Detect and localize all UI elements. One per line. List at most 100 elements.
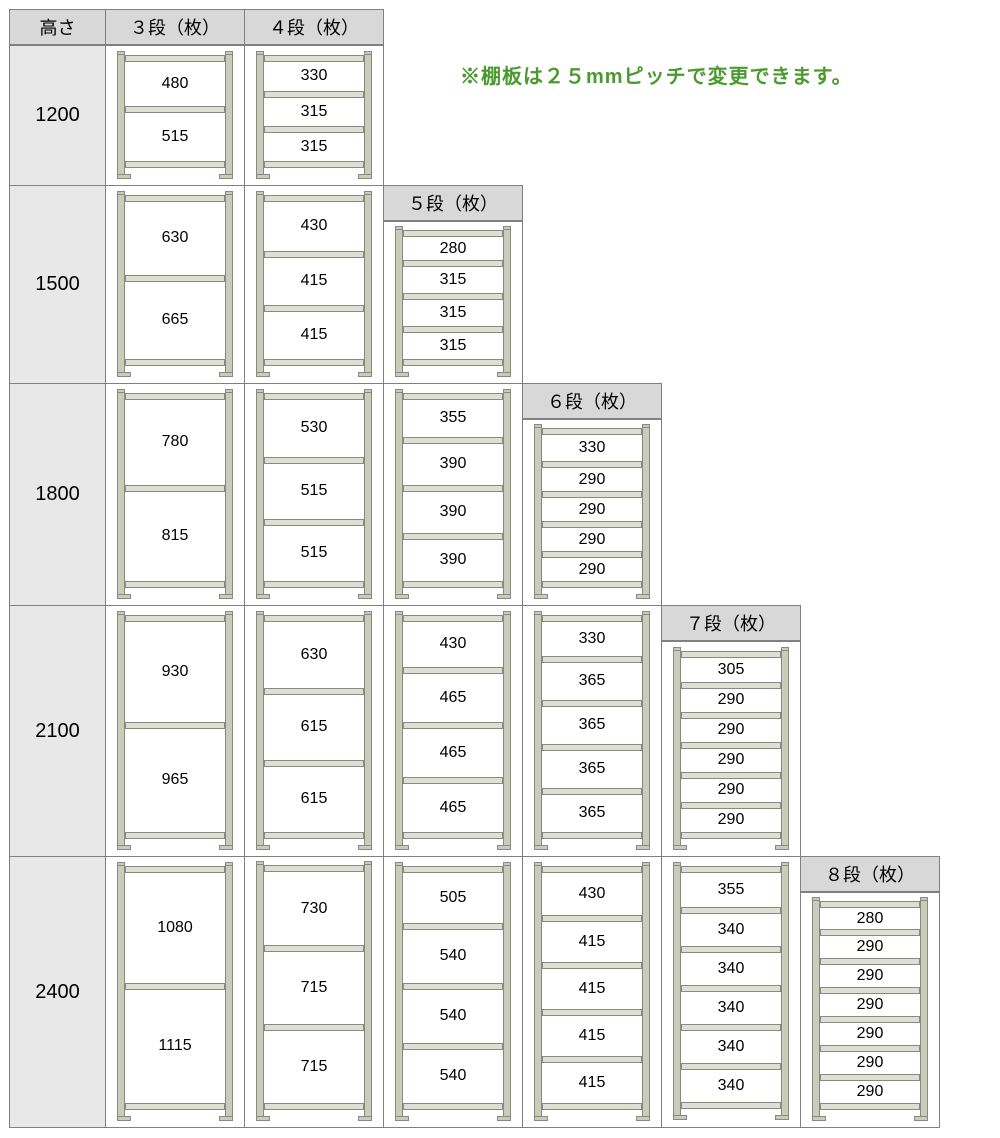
tier-header-7: ７段（枚） xyxy=(661,605,801,641)
shelf-gap-value: 480 xyxy=(125,62,225,106)
shelf-gap-value: 415 xyxy=(542,922,642,962)
shelf-1800-5: 355 390 390 390 xyxy=(383,383,523,606)
shelf-gap-value: 540 xyxy=(403,930,503,983)
shelf-gap-value: 390 xyxy=(403,444,503,485)
shelf-gap-value: 330 xyxy=(542,435,642,461)
shelf-gap-value: 340 xyxy=(681,914,781,946)
shelf-gap-value: 505 xyxy=(403,873,503,923)
shelf-2400-5: 505 540 540 540 xyxy=(383,856,523,1128)
shelf-2100-7: 305290290290290290 xyxy=(661,641,801,857)
tier-header-4: ４段（枚） xyxy=(244,9,384,45)
shelf-gap-value: 365 xyxy=(542,663,642,700)
shelf-gap-value: 390 xyxy=(403,492,503,533)
shelf-gap-value: 340 xyxy=(681,1070,781,1102)
shelf-gap-value: 630 xyxy=(125,202,225,275)
shelf-gap-value: 365 xyxy=(542,795,642,832)
shelf-gap-value: 340 xyxy=(681,992,781,1024)
shelf-gap-value: 355 xyxy=(681,873,781,907)
shelf-gap-value: 1115 xyxy=(125,990,225,1103)
shelf-2100-5: 430 465 465 465 xyxy=(383,605,523,857)
shelf-gap-value: 315 xyxy=(403,333,503,359)
shelf-gap-value: 430 xyxy=(403,622,503,667)
shelf-gap-value: 415 xyxy=(542,969,642,1009)
shelf-gap-value: 280 xyxy=(820,908,920,929)
shelf-2100-6: 330365365365365 xyxy=(522,605,662,857)
height-label-2100: 2100 xyxy=(9,605,106,857)
shelf-gap-value: 930 xyxy=(125,622,225,722)
shelf-gap-value: 530 xyxy=(264,400,364,457)
shelf-1800-4: 530 515 515 xyxy=(244,383,384,606)
shelf-gap-value: 315 xyxy=(264,98,364,126)
shelf-gap-value: 280 xyxy=(403,237,503,260)
height-header: 高さ xyxy=(9,9,106,45)
shelf-gap-value: 415 xyxy=(542,1063,642,1103)
shelf-gap-value: 390 xyxy=(403,540,503,581)
shelf-gap-value: 365 xyxy=(542,751,642,788)
shelf-gap-value: 630 xyxy=(264,622,364,688)
shelf-gap-value: 465 xyxy=(403,674,503,722)
shelf-gap-value: 515 xyxy=(125,113,225,161)
shelf-gap-value: 540 xyxy=(403,990,503,1043)
shelf-gap-value: 540 xyxy=(403,1050,503,1103)
shelf-gap-value: 290 xyxy=(542,528,642,551)
shelf-gap-value: 290 xyxy=(681,719,781,742)
shelf-gap-value: 340 xyxy=(681,953,781,985)
tier-header-8: ８段（枚） xyxy=(800,856,940,892)
shelf-gap-value: 715 xyxy=(264,1031,364,1103)
shelf-gap-value: 340 xyxy=(681,1031,781,1063)
shelf-1800-6: 330 290 290 290 290 xyxy=(522,419,662,606)
shelf-gap-value: 715 xyxy=(264,952,364,1024)
shelf-2100-3: 930965 xyxy=(105,605,245,857)
shelf-gap-value: 515 xyxy=(264,526,364,581)
shelf-gap-value: 430 xyxy=(542,873,642,915)
shelf-1200-4: 330315315 xyxy=(244,45,384,186)
shelf-gap-value: 315 xyxy=(403,267,503,293)
shelf-gap-value: 415 xyxy=(264,312,364,359)
shelf-gap-value: 815 xyxy=(125,492,225,581)
shelf-2400-7: 355 340 340 340 340 340 xyxy=(661,856,801,1128)
shelf-gap-value: 290 xyxy=(681,779,781,802)
shelf-gap-value: 290 xyxy=(542,468,642,491)
tier-header-3: ３段（枚） xyxy=(105,9,245,45)
shelf-gap-value: 290 xyxy=(820,965,920,987)
shelf-gap-value: 465 xyxy=(403,729,503,777)
shelf-gap-value: 290 xyxy=(681,689,781,712)
height-label-2400: 2400 xyxy=(9,856,106,1128)
shelf-gap-value: 290 xyxy=(820,936,920,958)
shelf-gap-value: 315 xyxy=(264,133,364,161)
shelf-gap-value: 415 xyxy=(264,258,364,305)
shelf-2400-4: 730715715 xyxy=(244,856,384,1128)
shelf-gap-value: 290 xyxy=(681,809,781,832)
shelf-1500-3: 630665 xyxy=(105,185,245,384)
shelf-gap-value: 290 xyxy=(820,1081,920,1103)
shelf-gap-value: 290 xyxy=(820,994,920,1016)
shelf-gap-value: 355 xyxy=(403,400,503,437)
shelf-1800-3: 780815 xyxy=(105,383,245,606)
tier-header-6: ６段（枚） xyxy=(522,383,662,419)
shelf-1500-4: 430 415 415 xyxy=(244,185,384,384)
shelf-gap-value: 515 xyxy=(264,464,364,519)
tier-header-5: ５段（枚） xyxy=(383,185,523,221)
shelf-gap-value: 290 xyxy=(820,1023,920,1045)
shelf-gap-value: 365 xyxy=(542,707,642,744)
shelf-gap-value: 415 xyxy=(542,1016,642,1056)
shelf-1200-3: 480515 xyxy=(105,45,245,186)
shelf-gap-value: 1080 xyxy=(125,873,225,983)
height-label-1500: 1500 xyxy=(9,185,106,384)
shelf-1500-5: 280 315 315 315 xyxy=(383,221,523,384)
height-label-1200: 1200 xyxy=(9,45,106,186)
shelf-gap-value: 290 xyxy=(542,558,642,581)
shelf-gap-value: 305 xyxy=(681,658,781,682)
shelf-gap-value: 665 xyxy=(125,282,225,359)
shelf-2100-4: 630 615 615 xyxy=(244,605,384,857)
shelf-gap-value: 730 xyxy=(264,872,364,945)
shelf-gap-value: 430 xyxy=(264,202,364,251)
shelf-gap-value: 615 xyxy=(264,695,364,760)
shelf-gap-value: 965 xyxy=(125,729,225,832)
shelf-gap-value: 780 xyxy=(125,400,225,485)
shelf-spec-grid: 高さ３段（枚）４段（枚）1200480515330315315150063066… xyxy=(10,10,990,1128)
shelf-gap-value: 315 xyxy=(403,300,503,326)
shelf-gap-value: 615 xyxy=(264,767,364,832)
shelf-gap-value: 290 xyxy=(542,498,642,521)
shelf-gap-value: 465 xyxy=(403,784,503,832)
